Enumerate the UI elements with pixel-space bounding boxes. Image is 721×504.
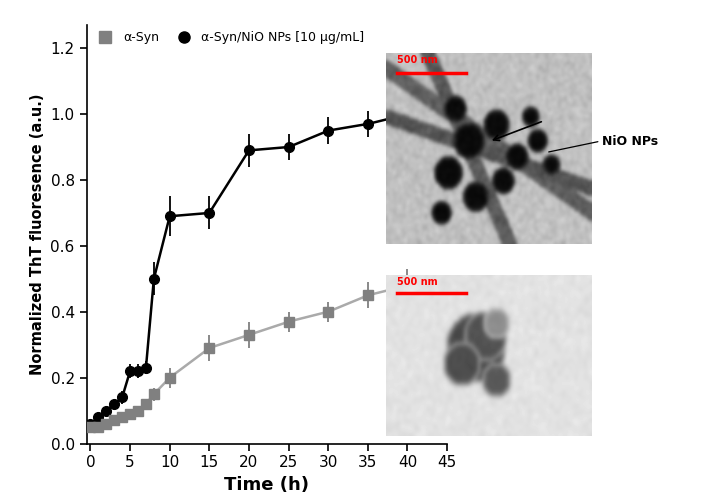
Text: NiO NPs: NiO NPs	[602, 135, 658, 148]
Y-axis label: Normalized ThT fluoresence (a.u.): Normalized ThT fluoresence (a.u.)	[30, 94, 45, 375]
Legend: α-Syn, α-Syn/NiO NPs [10 µg/mL]: α-Syn, α-Syn/NiO NPs [10 µg/mL]	[88, 26, 369, 49]
X-axis label: Time (h): Time (h)	[224, 476, 309, 494]
Text: 500 nm: 500 nm	[397, 277, 438, 287]
Text: 500 nm: 500 nm	[397, 55, 438, 65]
